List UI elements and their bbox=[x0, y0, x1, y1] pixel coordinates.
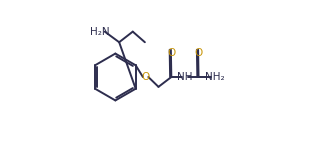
Text: NH₂: NH₂ bbox=[205, 72, 225, 82]
Text: H₂N: H₂N bbox=[90, 27, 110, 37]
Text: O: O bbox=[167, 48, 175, 58]
Text: O: O bbox=[194, 48, 203, 58]
Text: O: O bbox=[141, 72, 150, 82]
Text: NH: NH bbox=[177, 72, 193, 82]
